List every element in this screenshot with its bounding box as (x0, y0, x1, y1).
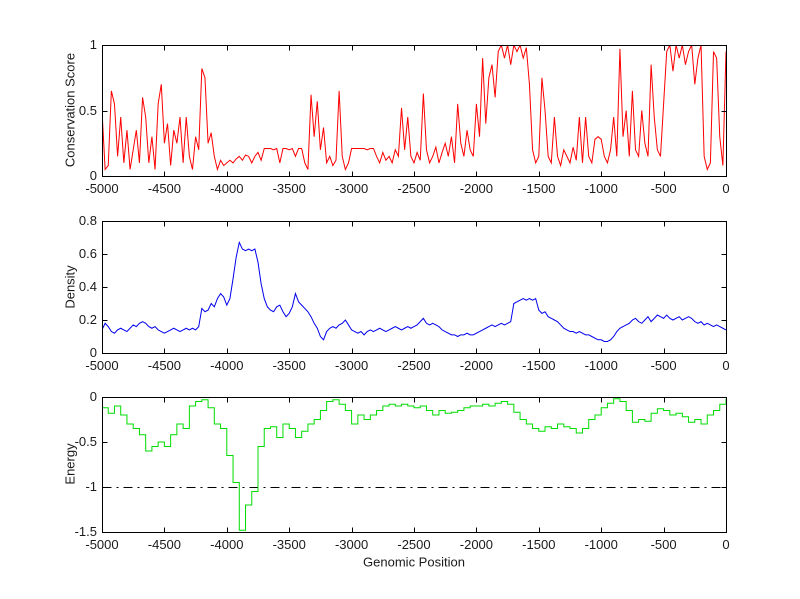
x-tick-label: -4000 (210, 537, 244, 552)
y-tick-label: -1.5 (74, 524, 97, 539)
y-tick-label: 0 (89, 168, 97, 183)
x-tick-label: -5000 (85, 537, 119, 552)
density-line (102, 240, 727, 342)
x-tick-label: 0 (722, 358, 730, 373)
x-tick-label: 0 (722, 537, 730, 552)
x-tick-label: -3000 (334, 358, 369, 373)
x-tick-label: -4000 (210, 358, 244, 373)
y-tick-label: -0.5 (74, 434, 97, 449)
x-tick-label: -2000 (459, 358, 494, 373)
x-tick-label: -1500 (522, 358, 556, 373)
conservation-score-plot (102, 45, 727, 177)
x-tick-label: -3500 (272, 358, 306, 373)
x-tick-label: -4500 (147, 181, 182, 196)
y-tick-label: 1 (89, 37, 97, 52)
x-tick-label: -3000 (334, 537, 369, 552)
y-axis-label-energy: Energy (62, 443, 78, 485)
x-tick-label: -5000 (85, 358, 119, 373)
x-axis-label-genomic-position: Genomic Position (363, 554, 465, 570)
x-tick-label: -3500 (272, 537, 306, 552)
x-tick-label: 0 (722, 181, 730, 196)
x-tick-label: -4500 (147, 358, 182, 373)
x-tick-label: -4000 (210, 181, 244, 196)
y-tick-label: 0.8 (78, 213, 97, 228)
x-tick-label: -1000 (584, 181, 618, 196)
plot-border (102, 45, 727, 177)
x-tick-label: -5000 (85, 181, 119, 196)
x-tick-label: -500 (650, 537, 677, 552)
plot-border (102, 221, 727, 354)
x-tick-label: -1500 (522, 537, 556, 552)
x-tick-label: -2500 (397, 537, 431, 552)
energy-line (102, 398, 727, 531)
y-tick-label: 0 (89, 345, 97, 360)
x-tick-label: -1000 (584, 537, 618, 552)
x-tick-label: -3500 (272, 181, 306, 196)
y-tick-label: -1 (85, 479, 97, 494)
x-tick-label: -500 (650, 358, 677, 373)
density-plot (102, 221, 727, 354)
y-tick-label: 0.6 (78, 246, 97, 261)
conservation-line (102, 45, 727, 172)
energy-plot (102, 397, 727, 533)
y-tick-label: 0.5 (78, 102, 97, 118)
x-tick-label: -1000 (584, 358, 618, 373)
x-tick-label: -2500 (397, 181, 431, 196)
x-tick-label: -1500 (522, 181, 556, 196)
y-tick-label: 0 (89, 389, 97, 404)
x-tick-label: -4500 (147, 537, 182, 552)
x-tick-label: -2000 (459, 537, 494, 552)
x-tick-label: -3000 (334, 181, 369, 196)
y-tick-label: 0.2 (78, 312, 97, 327)
x-tick-label: -2000 (459, 181, 494, 196)
x-tick-label: -500 (650, 181, 677, 196)
x-tick-label: -2500 (397, 358, 431, 373)
y-tick-label: 0.4 (78, 279, 97, 294)
